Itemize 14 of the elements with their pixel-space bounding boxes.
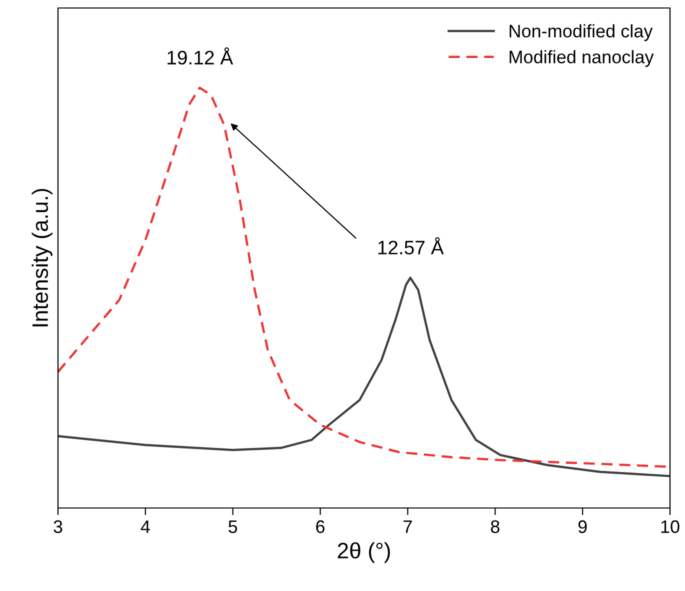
annotation: 19.12 Å (168, 47, 234, 65)
legend-label: Non-modified clay (510, 24, 653, 42)
x-tick-label: 4 (140, 520, 150, 533)
x-tick-label: 10 (661, 520, 680, 534)
x-tick-label: 3 (54, 520, 62, 534)
x-tick-label: 5 (228, 520, 238, 534)
annotation: 12.57 Å (378, 237, 444, 254)
x-axis-title: 2θ (°) (338, 542, 390, 563)
x-tick-label: 7 (404, 520, 412, 533)
legend-label: Modified nanoclay (510, 50, 654, 67)
x-tick-label: 9 (578, 520, 587, 534)
x-tick-label: 6 (316, 520, 325, 534)
y-axis-title: Intensity (a.u.) (32, 188, 52, 326)
x-tick-label: 8 (490, 520, 500, 534)
